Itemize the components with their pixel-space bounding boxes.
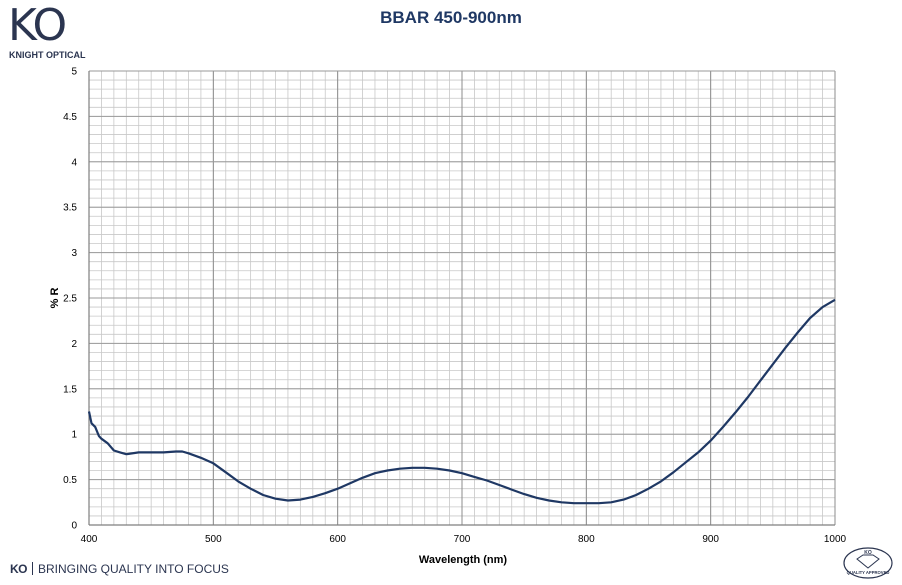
y-tick-label: 5: [71, 67, 77, 78]
x-tick-label: 800: [578, 534, 595, 545]
y-tick-label: 3: [71, 248, 77, 259]
knight-optical-logo: KO KNIGHT OPTICAL: [8, 0, 100, 61]
y-tick-label: 4.5: [63, 112, 77, 123]
y-tick-label: 1: [71, 430, 77, 441]
badge-ring: [843, 547, 893, 579]
x-tick-label: 400: [81, 534, 98, 545]
chart-axes: [88, 71, 835, 526]
y-tick-label: 1.5: [63, 384, 77, 395]
tagline: KO BRINGING QUALITY INTO FOCUS: [10, 562, 229, 576]
chart-tick-labels: 400 500 600 700 800 900 1000 0 0.5 1 1.5 2 2.5 3 3.5 4 4…: [63, 67, 846, 546]
y-axis-label: % R: [49, 288, 61, 309]
x-tick-label: 600: [329, 534, 346, 545]
logo-company-name: KNIGHT OPTICAL: [9, 50, 86, 60]
tagline-text: BRINGING QUALITY INTO FOCUS: [38, 562, 229, 576]
badge-label: QUALITY APPROVED: [847, 570, 890, 575]
y-tick-label: 2: [71, 339, 77, 350]
x-axis-label: Wavelength (nm): [419, 554, 508, 566]
chart-grid: [88, 70, 836, 526]
chart-title: BBAR 450-900nm: [380, 8, 522, 27]
y-tick-label: 3.5: [63, 203, 77, 214]
tagline-mark: KO: [10, 562, 28, 576]
y-tick-label: 4: [71, 157, 77, 168]
y-tick-label: 2.5: [63, 294, 77, 305]
x-tick-label: 500: [205, 534, 222, 545]
x-tick-label: 1000: [824, 534, 847, 545]
y-tick-label: 0.5: [63, 475, 77, 486]
series-line: [87, 298, 836, 505]
logo-mark: KO: [8, 0, 67, 51]
badge-mark: KO: [864, 550, 872, 556]
x-tick-label: 700: [454, 534, 471, 545]
x-tick-label: 900: [702, 534, 719, 545]
quality-approved-badge: KO QUALITY APPROVED: [843, 547, 893, 579]
y-tick-label: 0: [71, 521, 77, 532]
tagline-divider: [32, 562, 33, 575]
diamond-icon: [856, 554, 880, 569]
